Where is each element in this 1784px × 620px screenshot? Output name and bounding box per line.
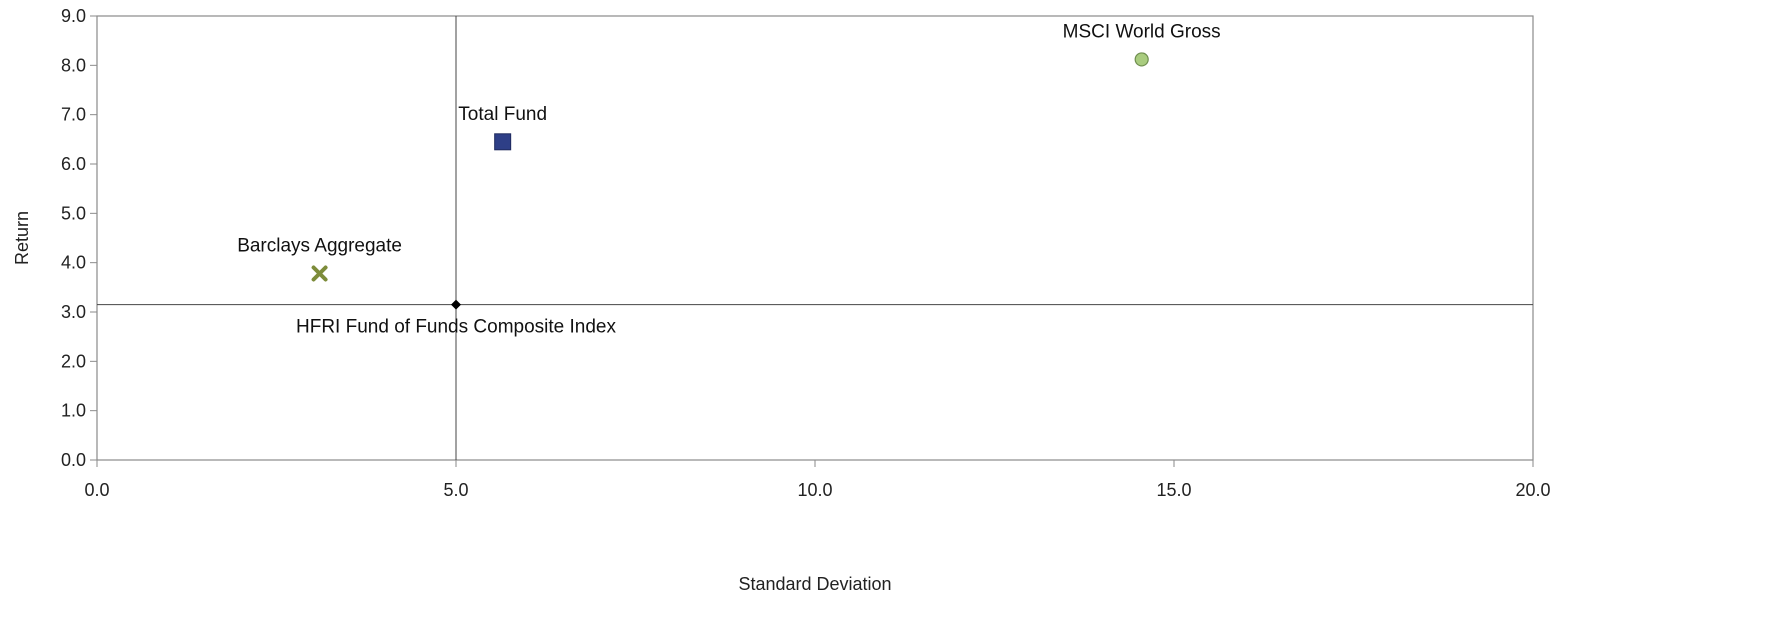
data-point-label-barclays-aggregate: Barclays Aggregate — [237, 236, 402, 257]
data-point-barclays-aggregate — [311, 265, 328, 282]
plot-area-frame — [96, 15, 1534, 461]
data-point-total-fund — [494, 133, 512, 151]
y-tick-label: 4.0 — [61, 253, 86, 273]
x-tick-label: 20.0 — [1515, 480, 1550, 500]
data-point-label-hfri-fund-of-funds-composite-index: HFRI Fund of Funds Composite Index — [296, 317, 616, 338]
y-tick-label: 3.0 — [61, 302, 86, 322]
y-tick-label: 2.0 — [61, 351, 86, 371]
x-axis-label: Standard Deviation — [738, 574, 891, 594]
data-point-msci-world-gross — [1134, 52, 1149, 67]
x-tick-label: 15.0 — [1156, 480, 1191, 500]
data-point-label-total-fund: Total Fund — [458, 104, 547, 125]
x-tick-label: 5.0 — [443, 480, 468, 500]
x-tick-label: 10.0 — [797, 480, 832, 500]
y-tick-label: 8.0 — [61, 55, 86, 75]
scatter-points: Total Fund MSCI World Gross Barclays Aggre… — [237, 21, 1221, 337]
y-tick-label: 1.0 — [61, 401, 86, 421]
data-point-hfri-fund-of-funds-composite-index — [451, 299, 461, 310]
y-tick-label: 5.0 — [61, 203, 86, 223]
y-axis-label: Return — [12, 211, 32, 265]
y-tick-label: 6.0 — [61, 154, 86, 174]
y-tick-label: 0.0 — [61, 450, 86, 470]
data-point-label-msci-world-gross: MSCI World Gross — [1063, 21, 1221, 42]
y-tick-label: 9.0 — [61, 6, 86, 26]
y-tick-label: 7.0 — [61, 105, 86, 125]
x-tick-label: 0.0 — [84, 480, 109, 500]
x-axis-ticks: 0.0 5.0 10.0 15.0 20.0 — [84, 460, 1551, 500]
y-axis-ticks: 0.0 1.0 2.0 3.0 4.0 5.0 6.0 7.0 8.0 9.0 — [61, 6, 97, 470]
